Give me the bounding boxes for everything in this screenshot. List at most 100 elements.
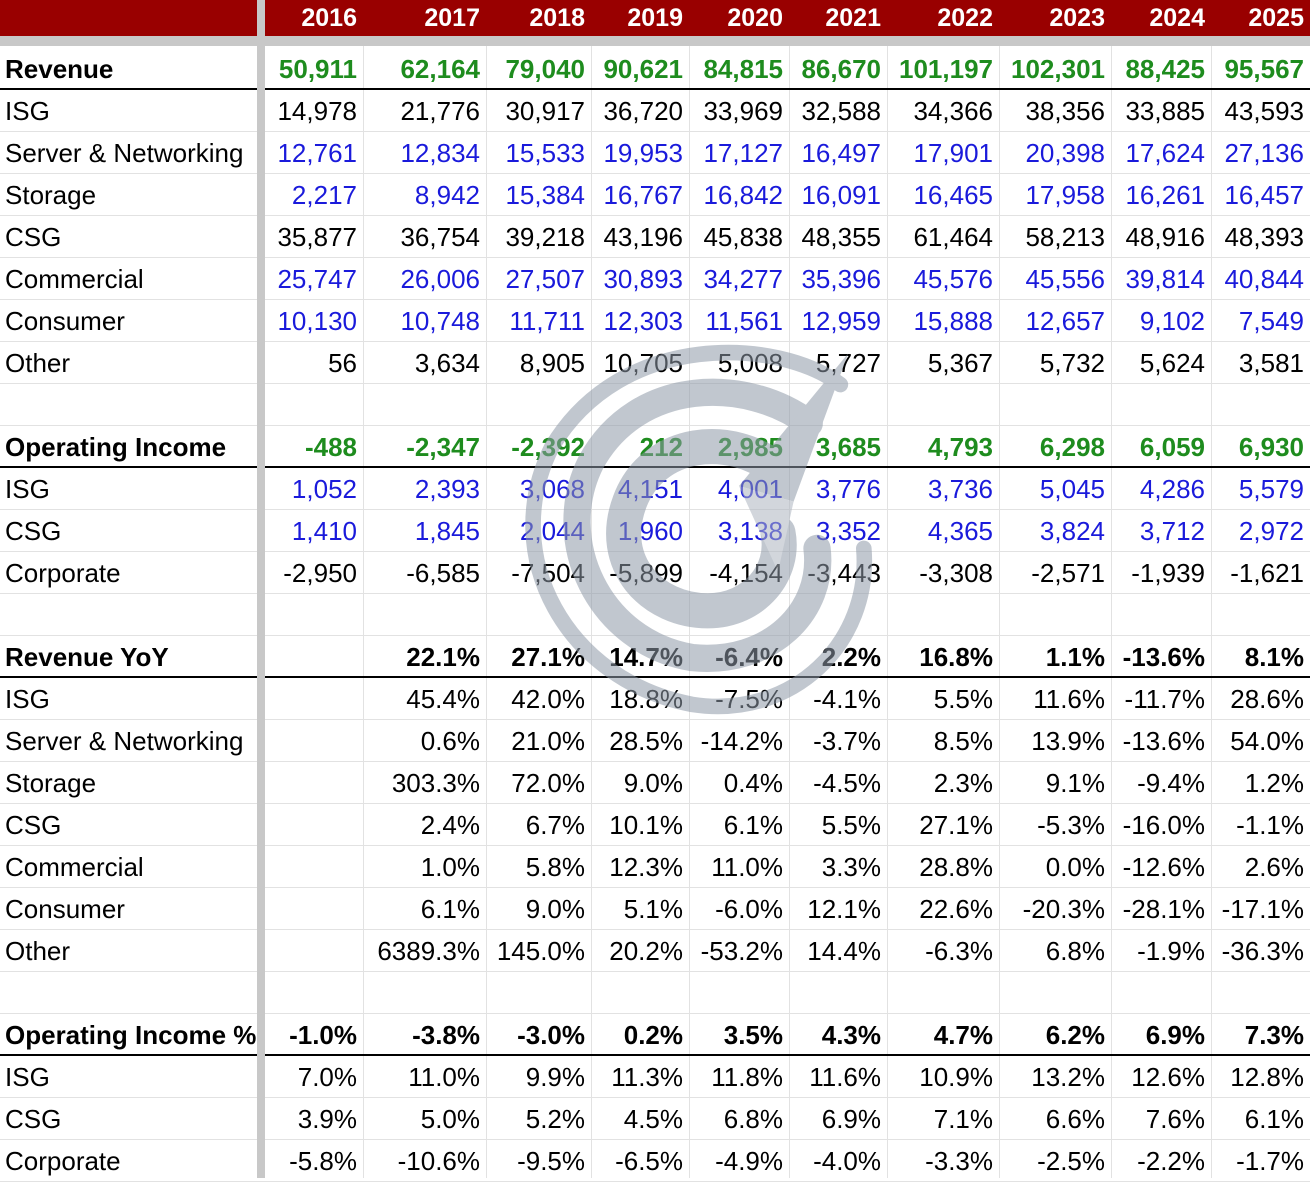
- value-cell-2025[interactable]: 6,930: [1238, 432, 1304, 462]
- value-cell-2023[interactable]: 5,732: [1039, 348, 1105, 378]
- value-cell-2023[interactable]: 6.2%: [1045, 1020, 1105, 1050]
- value-cell-2025[interactable]: 16,457: [1224, 180, 1304, 210]
- value-cell-2022[interactable]: -3,308: [919, 558, 993, 588]
- value-cell-2018[interactable]: 21.0%: [511, 726, 585, 756]
- value-cell-2016[interactable]: 1,052: [291, 474, 357, 504]
- value-cell-2019[interactable]: [591, 594, 689, 635]
- value-cell-2021[interactable]: 11.6%: [809, 1062, 881, 1092]
- value-cell-2016[interactable]: [265, 846, 363, 887]
- value-cell-2020[interactable]: 6.1%: [723, 810, 783, 840]
- value-cell-2016[interactable]: 1,410: [291, 516, 357, 546]
- value-cell-2024[interactable]: 39,814: [1125, 264, 1205, 294]
- value-cell-2021[interactable]: 3.3%: [821, 852, 881, 882]
- value-cell-2019[interactable]: -6.5%: [615, 1146, 683, 1176]
- value-cell-2021[interactable]: 4.3%: [821, 1020, 881, 1050]
- value-cell-2017[interactable]: 10,748: [400, 306, 480, 336]
- value-cell-2016[interactable]: 25,747: [277, 264, 357, 294]
- value-cell-2019[interactable]: 12,303: [603, 306, 683, 336]
- row-label[interactable]: ISG: [5, 474, 50, 504]
- row-label[interactable]: Corporate: [5, 1146, 121, 1176]
- value-cell-2018[interactable]: 9.0%: [525, 894, 585, 924]
- value-cell-2022[interactable]: 45,576: [913, 264, 993, 294]
- value-cell-2023[interactable]: -2,571: [1031, 558, 1105, 588]
- value-cell-2025[interactable]: 54.0%: [1230, 726, 1304, 756]
- value-cell-2019[interactable]: 20.2%: [609, 936, 683, 966]
- value-cell-2024[interactable]: 12.6%: [1131, 1062, 1205, 1092]
- value-cell-2025[interactable]: 5,579: [1238, 474, 1304, 504]
- value-cell-2016[interactable]: 10,130: [277, 306, 357, 336]
- row-label[interactable]: [5, 972, 257, 1013]
- value-cell-2021[interactable]: 3,776: [815, 474, 881, 504]
- value-cell-2025[interactable]: 95,567: [1224, 54, 1304, 84]
- value-cell-2018[interactable]: -7,504: [511, 558, 585, 588]
- value-cell-2018[interactable]: 3,068: [519, 474, 585, 504]
- value-cell-2016[interactable]: [265, 930, 363, 971]
- value-cell-2017[interactable]: 3,634: [414, 348, 480, 378]
- value-cell-2020[interactable]: 2,985: [717, 432, 783, 462]
- value-cell-2024[interactable]: 16,261: [1125, 180, 1205, 210]
- value-cell-2024[interactable]: -1.9%: [1137, 936, 1205, 966]
- year-header-2024[interactable]: 2024: [1149, 4, 1205, 32]
- value-cell-2021[interactable]: -4.1%: [813, 684, 881, 714]
- value-cell-2024[interactable]: -12.6%: [1122, 852, 1205, 882]
- value-cell-2024[interactable]: 17,624: [1125, 138, 1205, 168]
- value-cell-2022[interactable]: 22.6%: [919, 894, 993, 924]
- value-cell-2018[interactable]: 5.2%: [525, 1104, 585, 1134]
- value-cell-2017[interactable]: [363, 594, 486, 635]
- value-cell-2019[interactable]: 12.3%: [609, 852, 683, 882]
- row-label[interactable]: ISG: [5, 1062, 50, 1092]
- value-cell-2021[interactable]: 6.9%: [821, 1104, 881, 1134]
- value-cell-2017[interactable]: -6,585: [406, 558, 480, 588]
- value-cell-2016[interactable]: 3.9%: [297, 1104, 357, 1134]
- value-cell-2025[interactable]: 8.1%: [1244, 642, 1304, 672]
- value-cell-2023[interactable]: 13.9%: [1031, 726, 1105, 756]
- value-cell-2018[interactable]: 11,711: [509, 306, 585, 336]
- value-cell-2018[interactable]: 42.0%: [511, 684, 585, 714]
- value-cell-2016[interactable]: [265, 720, 363, 761]
- value-cell-2022[interactable]: 5,367: [927, 348, 993, 378]
- value-cell-2016[interactable]: 50,911: [278, 54, 357, 84]
- value-cell-2020[interactable]: [689, 594, 789, 635]
- value-cell-2024[interactable]: 5,624: [1139, 348, 1205, 378]
- value-cell-2021[interactable]: -3,443: [807, 558, 881, 588]
- value-cell-2024[interactable]: 6.9%: [1145, 1020, 1205, 1050]
- value-cell-2018[interactable]: 79,040: [505, 54, 585, 84]
- value-cell-2016[interactable]: 56: [328, 348, 357, 378]
- value-cell-2023[interactable]: 9.1%: [1045, 768, 1105, 798]
- row-label[interactable]: Storage: [5, 768, 97, 798]
- year-header-2019[interactable]: 2019: [627, 4, 683, 32]
- value-cell-2017[interactable]: 11.0%: [408, 1062, 480, 1092]
- row-label[interactable]: Operating Income %: [5, 1020, 257, 1050]
- value-cell-2023[interactable]: 3,824: [1039, 516, 1105, 546]
- value-cell-2019[interactable]: [591, 972, 689, 1013]
- value-cell-2019[interactable]: 0.2%: [623, 1020, 683, 1050]
- year-header-2018[interactable]: 2018: [529, 4, 585, 32]
- value-cell-2018[interactable]: 15,384: [505, 180, 585, 210]
- value-cell-2017[interactable]: 2.4%: [420, 810, 480, 840]
- value-cell-2022[interactable]: 15,888: [913, 306, 993, 336]
- value-cell-2019[interactable]: 43,196: [603, 222, 683, 252]
- value-cell-2023[interactable]: 0.0%: [1045, 852, 1105, 882]
- value-cell-2022[interactable]: 34,366: [913, 96, 993, 126]
- value-cell-2023[interactable]: 6.8%: [1045, 936, 1105, 966]
- value-cell-2016[interactable]: 7.0%: [297, 1062, 357, 1092]
- value-cell-2018[interactable]: 8,905: [519, 348, 585, 378]
- value-cell-2024[interactable]: 33,885: [1125, 96, 1205, 126]
- value-cell-2016[interactable]: -5.8%: [289, 1146, 357, 1176]
- value-cell-2023[interactable]: 1.1%: [1045, 642, 1105, 672]
- value-cell-2022[interactable]: -3.3%: [925, 1146, 993, 1176]
- row-label[interactable]: Revenue YoY: [5, 642, 169, 672]
- value-cell-2018[interactable]: 27,507: [505, 264, 585, 294]
- value-cell-2017[interactable]: 6389.3%: [377, 936, 480, 966]
- value-cell-2018[interactable]: 9.9%: [525, 1062, 585, 1092]
- row-label[interactable]: [5, 594, 257, 635]
- value-cell-2023[interactable]: [999, 972, 1111, 1013]
- value-cell-2024[interactable]: 6,059: [1139, 432, 1205, 462]
- value-cell-2022[interactable]: [887, 594, 999, 635]
- year-header-2020[interactable]: 2020: [727, 4, 783, 32]
- value-cell-2020[interactable]: -4.9%: [715, 1146, 783, 1176]
- value-cell-2020[interactable]: 11.8%: [711, 1062, 783, 1092]
- value-cell-2023[interactable]: 45,556: [1025, 264, 1105, 294]
- value-cell-2017[interactable]: 6.1%: [420, 894, 480, 924]
- value-cell-2020[interactable]: -14.2%: [700, 726, 783, 756]
